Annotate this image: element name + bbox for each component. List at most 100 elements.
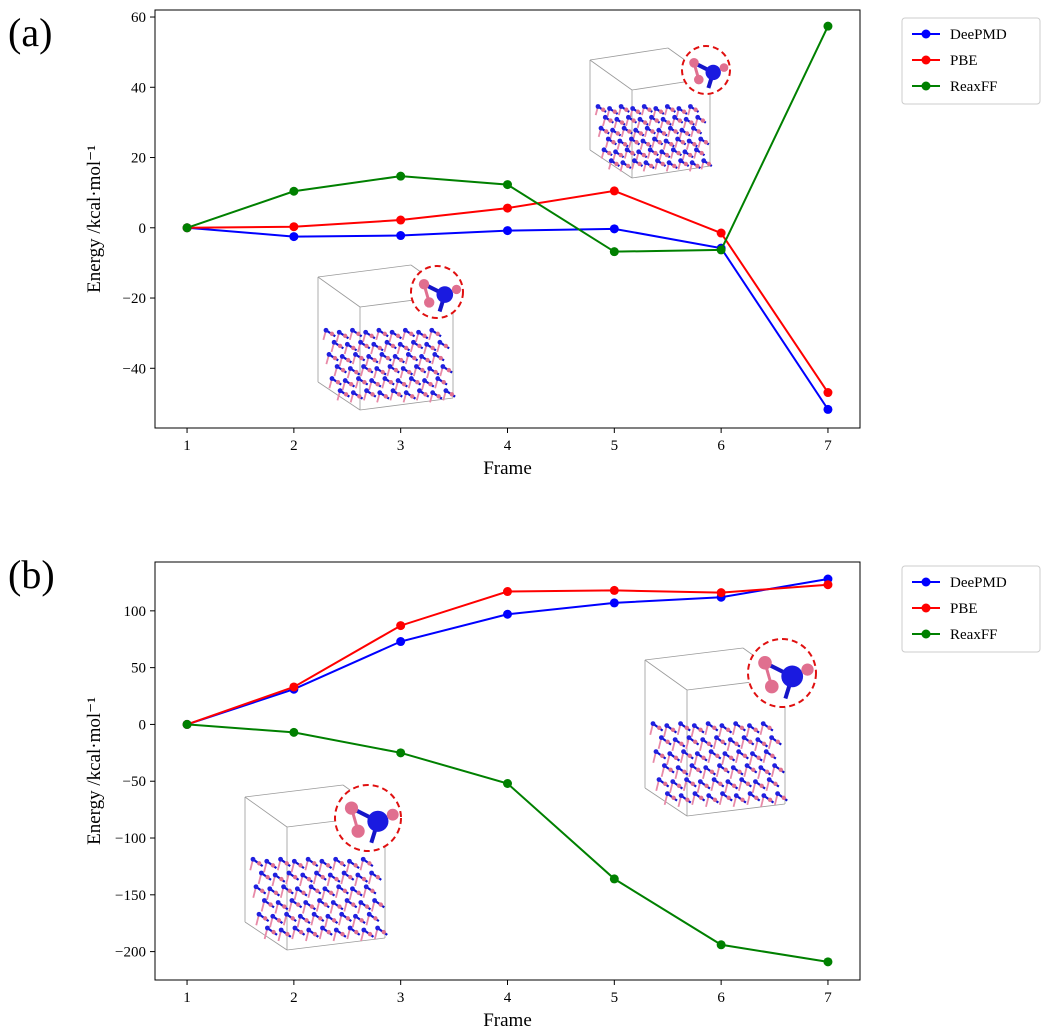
lattice-atom-n <box>684 777 689 782</box>
lattice-atom-b <box>340 367 346 373</box>
lattice-atom-n <box>369 870 375 876</box>
data-point <box>396 215 406 225</box>
lattice-atom-n <box>605 136 611 142</box>
lattice-atom-b <box>672 163 677 169</box>
lattice-atom-b <box>627 129 632 134</box>
lattice-atom-n <box>361 927 367 933</box>
data-point <box>823 21 833 31</box>
lattice-atom-b <box>739 725 745 730</box>
lattice-atom-b <box>362 380 367 385</box>
inset-box-edge <box>686 803 786 817</box>
lattice-atom-b <box>395 333 401 339</box>
data-point <box>289 232 299 242</box>
lattice-atom-b <box>770 753 775 758</box>
lattice-atom-n <box>272 872 278 878</box>
lattice-atom-b <box>645 142 651 147</box>
lattice-atom-n <box>717 763 722 768</box>
lattice-atom-n <box>264 858 270 864</box>
data-point <box>503 203 512 213</box>
lattice-atom-b <box>334 876 339 882</box>
lattice-atom-n <box>672 114 678 120</box>
lattice-atom-b <box>428 382 433 387</box>
lattice-atom-b <box>373 916 378 921</box>
inset-zoom-circle <box>410 265 464 319</box>
series-line <box>186 25 829 253</box>
lattice-atom-n <box>691 723 697 728</box>
lattice-atom-b <box>695 163 700 169</box>
zoom-atom-b <box>758 656 772 670</box>
lattice-atom-b <box>357 394 362 399</box>
lattice-atom-b <box>438 355 443 361</box>
lattice-atom-n <box>319 858 325 864</box>
series-pbe <box>182 186 833 398</box>
lattice-atom-n <box>341 870 347 876</box>
lattice-atom-b <box>759 783 764 788</box>
x-tick-label: 1 <box>183 990 191 1006</box>
lattice-atom-b <box>420 367 425 373</box>
legend-swatch-marker <box>921 81 931 91</box>
lattice-atom-b <box>670 727 676 732</box>
x-axis-label: Frame <box>483 1010 532 1029</box>
lattice-atom-b <box>618 152 623 158</box>
lattice-atom-b <box>361 876 367 882</box>
series-reaxff <box>182 21 833 257</box>
series-line <box>186 578 829 726</box>
lattice-atom-b <box>270 863 276 868</box>
lattice-atom-n <box>322 886 328 892</box>
lattice-atom-n <box>630 106 636 111</box>
lattice-atom-n <box>678 158 684 164</box>
lattice-atom-n <box>317 898 322 903</box>
lattice-atom-n <box>758 765 764 770</box>
legend-box <box>901 17 1041 105</box>
lattice-atom-b <box>260 888 265 894</box>
lattice-atom-n <box>261 898 267 903</box>
lattice-atom-n <box>372 898 378 903</box>
lattice-atom-n <box>361 364 366 369</box>
lattice-atom-b <box>356 331 361 337</box>
lattice-atom-n <box>739 777 745 782</box>
x-tick-label: 6 <box>717 438 725 454</box>
lattice-atom-b <box>342 333 348 339</box>
legend-swatch-marker <box>921 629 931 639</box>
lattice-atom-b <box>331 918 337 923</box>
lattice-atom-b <box>712 725 717 730</box>
lattice-atom-n <box>720 791 725 796</box>
lattice-atom-b <box>398 357 404 363</box>
zoom-atom-b <box>344 801 359 815</box>
lattice-atom-n <box>664 104 670 109</box>
lattice-atom-b <box>737 769 742 774</box>
data-point <box>609 598 619 608</box>
legend-label: ReaxFF <box>950 79 998 95</box>
lattice-atom-b <box>608 118 613 123</box>
lattice-atom-b <box>381 929 387 935</box>
legend-entry-reaxff: ReaxFF <box>912 79 998 95</box>
lattice-atom-b <box>669 142 674 147</box>
lattice-atom-n <box>300 872 306 878</box>
y-axis-label: Energy /kcal·mol⁻¹ <box>84 697 105 845</box>
lattice-atom-b <box>441 380 446 385</box>
lattice-atom-b <box>449 392 455 397</box>
lattice-atom-b <box>781 795 787 800</box>
y-tick-label: 60 <box>131 10 146 26</box>
lattice-atom-b <box>753 727 758 732</box>
lattice-atom-n <box>294 886 300 892</box>
lattice-atom-n <box>330 900 336 905</box>
lattice-atom-n <box>291 858 297 864</box>
lattice-atom-b <box>372 357 377 363</box>
lattice-atom-n <box>678 721 683 726</box>
data-point <box>289 222 299 232</box>
lattice-atom-b <box>285 931 290 937</box>
lattice-atom-n <box>363 329 369 335</box>
lattice-atom-b <box>393 367 399 373</box>
lattice-atom-b <box>660 161 665 167</box>
lattice-atom-b <box>622 142 628 147</box>
lattice-atom-b <box>706 741 712 746</box>
lattice-atom-n <box>437 339 443 345</box>
lattice-atom-b <box>650 129 655 134</box>
y-tick-label: 50 <box>131 661 146 677</box>
lattice-atom-n <box>656 127 662 133</box>
lattice-atom-n <box>733 793 739 798</box>
lattice-atom-n <box>278 927 284 933</box>
lattice-atom-b <box>279 876 284 882</box>
lattice-atom-n <box>686 735 692 740</box>
